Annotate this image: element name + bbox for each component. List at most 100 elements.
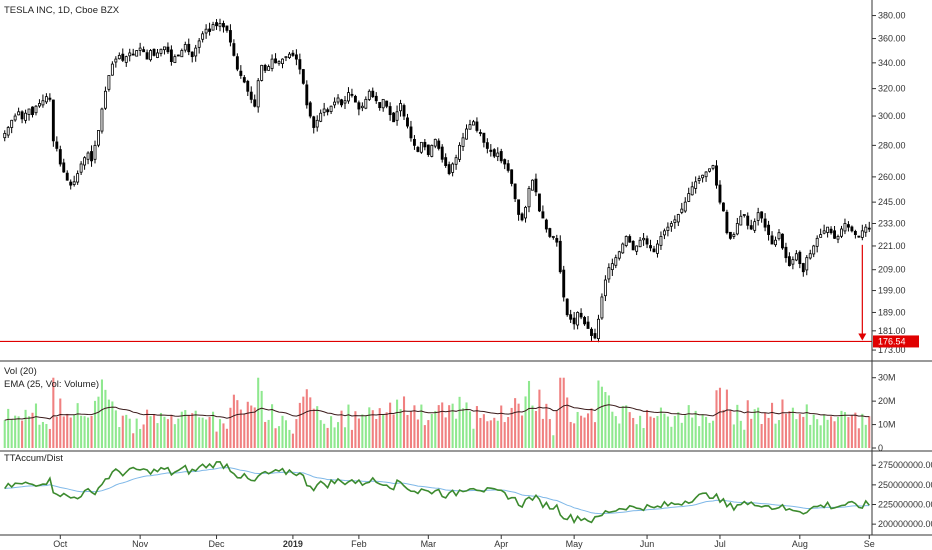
candle [169, 45, 173, 66]
candle [537, 193, 541, 213]
candle [687, 187, 691, 203]
candle-body [753, 221, 757, 231]
candle [742, 214, 746, 218]
volume-bar [364, 415, 367, 448]
volume-bar [402, 396, 406, 448]
candle-body [656, 243, 659, 254]
candle-body [867, 227, 871, 230]
volume-bar [218, 419, 222, 448]
volume-bar [267, 419, 270, 448]
volume-bar [840, 410, 843, 448]
candle-body [232, 43, 236, 56]
candle [826, 226, 830, 238]
candle [836, 234, 840, 244]
candle-body [770, 235, 774, 245]
candle-body [138, 47, 142, 51]
candle [62, 158, 66, 173]
candle-body [41, 100, 45, 106]
candle [284, 56, 288, 62]
candle-body [58, 149, 62, 165]
candle [777, 229, 781, 241]
candle [38, 99, 41, 108]
volume-ema-line [4, 404, 870, 421]
candle-body [20, 111, 24, 120]
candle [767, 220, 771, 241]
volume-bar [475, 406, 478, 448]
volume-bar [465, 402, 468, 448]
candle-body [270, 58, 274, 69]
candle-body [169, 49, 173, 62]
candle-body [124, 56, 128, 63]
candle [756, 207, 760, 226]
volume-bar [455, 418, 458, 448]
candle-body [31, 106, 34, 116]
volume-bar [163, 416, 166, 448]
volume-bar [295, 419, 298, 448]
candle-body [638, 239, 642, 248]
volume-bar [652, 417, 656, 448]
candle-body [801, 263, 805, 273]
candle-body [586, 321, 590, 329]
candle [69, 179, 73, 190]
volume-label: Vol (20) [4, 366, 37, 377]
volume-bar [715, 390, 718, 448]
candle [93, 140, 97, 164]
volume-bar [416, 419, 419, 448]
candle [291, 50, 295, 57]
candle-body [850, 226, 854, 232]
volume-bar [121, 415, 124, 448]
volume-bar [239, 409, 242, 448]
volume-bar [100, 379, 103, 448]
candle-body [784, 246, 788, 259]
volume-bar [607, 395, 610, 448]
accum-tick-label: 200000000.00 [878, 519, 932, 529]
candle [34, 105, 38, 116]
volume-bar [371, 410, 374, 448]
volume-bar [97, 396, 100, 448]
volume-bar [52, 377, 55, 448]
volume-bar [288, 429, 291, 448]
candle [555, 234, 559, 247]
volume-bar [461, 408, 465, 448]
candle [527, 185, 531, 213]
candle-body [357, 102, 361, 110]
candle [524, 205, 527, 223]
volume-bar [319, 420, 322, 448]
volume-bar [659, 407, 662, 448]
candle [48, 93, 52, 102]
candle-body [343, 100, 347, 104]
volume-bar [781, 399, 784, 448]
volume-bar [569, 421, 572, 448]
volume-bar [531, 405, 534, 448]
candle-body [669, 223, 673, 227]
volume-bar [420, 404, 423, 448]
price-tick-label: 340.00 [878, 58, 906, 68]
candle [815, 235, 819, 253]
volume-bar [503, 422, 506, 448]
candle [621, 242, 625, 254]
volume-bar [621, 405, 624, 448]
volume-bar [125, 414, 128, 448]
candle-body [478, 132, 482, 134]
volume-bar [118, 427, 121, 448]
candle-body [437, 140, 441, 149]
volume-bar [260, 390, 263, 448]
volume-bar [409, 411, 413, 448]
candle [197, 37, 201, 54]
candle-body [742, 214, 746, 216]
candle [76, 170, 80, 185]
volume-bar [573, 423, 576, 448]
candle-body [704, 171, 708, 178]
candle [662, 228, 666, 240]
candle [794, 250, 798, 262]
candle [329, 105, 333, 115]
candle-body [388, 106, 392, 116]
candle-body [565, 298, 569, 316]
candle [846, 221, 850, 232]
candle-body [735, 223, 739, 235]
candle-body [798, 251, 802, 265]
volume-bar [396, 399, 399, 448]
volume-bar [507, 417, 510, 448]
candle-body [159, 48, 163, 54]
